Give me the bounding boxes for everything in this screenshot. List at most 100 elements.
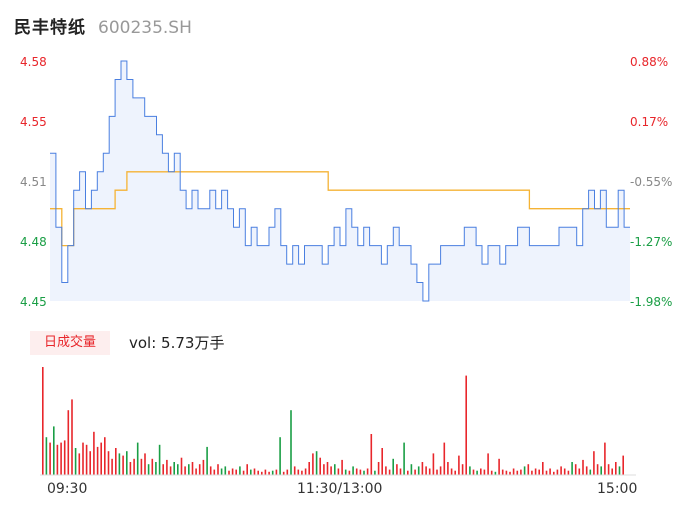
volume-bar bbox=[531, 470, 533, 475]
volume-bar bbox=[458, 455, 460, 475]
price-tick-2: 4.51 bbox=[20, 175, 47, 189]
volume-bar bbox=[42, 367, 44, 475]
volume-bar bbox=[417, 466, 420, 475]
volume-bar bbox=[82, 442, 84, 475]
volume-bar bbox=[611, 468, 613, 475]
volume-bar bbox=[450, 468, 453, 475]
volume-bar bbox=[545, 470, 548, 475]
volume-bar bbox=[180, 457, 183, 475]
volume-bar bbox=[589, 469, 592, 475]
volume-bar bbox=[188, 464, 190, 475]
percent-tick-0: 0.88% bbox=[630, 55, 669, 69]
volume-bar bbox=[622, 455, 624, 475]
volume-bar bbox=[615, 462, 617, 475]
volume-bar bbox=[235, 469, 237, 475]
volume-bar bbox=[352, 466, 354, 475]
volume-bar bbox=[574, 464, 577, 475]
volume-bar bbox=[472, 469, 475, 475]
volume-bar bbox=[494, 471, 497, 475]
volume-bar bbox=[239, 466, 241, 475]
volume-bar bbox=[147, 464, 150, 475]
volume-bar bbox=[538, 469, 540, 475]
volume-bar bbox=[319, 457, 321, 475]
volume-bar bbox=[396, 464, 398, 475]
stock-code: 600235.SH bbox=[98, 18, 192, 38]
volume-bar bbox=[304, 468, 307, 475]
percent-tick-1: 0.17% bbox=[630, 115, 669, 129]
volume-bar bbox=[297, 469, 300, 475]
volume-bar bbox=[246, 464, 248, 475]
volume-bar bbox=[151, 458, 154, 475]
volume-bar bbox=[483, 469, 486, 475]
volume-bar bbox=[578, 468, 581, 475]
volume-label: vol: 5.73万手 bbox=[129, 334, 225, 352]
volume-bar bbox=[224, 466, 227, 475]
volume-bar bbox=[447, 462, 449, 475]
volume-bar bbox=[461, 464, 464, 475]
volume-bar bbox=[308, 462, 310, 475]
volume-bar bbox=[133, 458, 135, 475]
volume-bar bbox=[282, 471, 285, 475]
volume-bar bbox=[498, 458, 500, 475]
volume-bar bbox=[323, 464, 325, 475]
volume-bar bbox=[534, 468, 537, 475]
volume-bar bbox=[355, 468, 358, 475]
volume-bar bbox=[334, 464, 336, 475]
volume-bar bbox=[542, 462, 544, 475]
volume-bar bbox=[480, 468, 482, 475]
price-tick-4: 4.45 bbox=[20, 295, 47, 309]
percent-tick-3: -1.27% bbox=[630, 235, 673, 249]
volume-bar bbox=[407, 470, 409, 475]
volume-bar bbox=[264, 469, 267, 475]
volume-bar bbox=[567, 470, 570, 475]
volume-bar bbox=[53, 426, 55, 475]
volume-bar bbox=[523, 466, 526, 475]
volume-bar bbox=[454, 470, 456, 475]
volume-bar bbox=[293, 466, 296, 475]
volume-bar bbox=[512, 468, 515, 475]
volume-bar bbox=[596, 464, 599, 475]
volume-bar bbox=[78, 453, 81, 475]
volume-bar bbox=[330, 466, 332, 475]
volume-bar bbox=[253, 468, 256, 475]
volume-bar bbox=[261, 471, 263, 475]
volume-bar bbox=[49, 442, 51, 475]
volume-bar bbox=[341, 459, 343, 475]
volume-badge[interactable]: 日成交量 bbox=[30, 331, 110, 355]
volume-bar bbox=[231, 468, 234, 475]
price-tick-1: 4.55 bbox=[20, 115, 47, 129]
volume-bar bbox=[618, 466, 621, 475]
volume-bar bbox=[370, 434, 373, 475]
time-tick-close: 15:00 bbox=[597, 481, 638, 497]
volume-bar bbox=[155, 462, 157, 475]
volume-bar bbox=[126, 451, 128, 475]
volume-bar bbox=[184, 466, 186, 475]
volume-bar bbox=[381, 448, 383, 475]
volume-bar bbox=[93, 431, 95, 475]
volume-bar bbox=[158, 444, 161, 475]
volume-bar bbox=[410, 464, 413, 475]
volume-bar bbox=[505, 470, 508, 475]
volume-bar bbox=[169, 466, 172, 475]
price-line bbox=[50, 60, 630, 302]
volume-bar bbox=[56, 444, 59, 475]
volume-bar bbox=[326, 462, 329, 475]
volume-bar bbox=[166, 459, 168, 475]
volume-bar bbox=[553, 471, 555, 475]
time-tick-midday: 11:30/13:00 bbox=[297, 481, 383, 497]
volume-bar bbox=[399, 468, 402, 475]
volume-bar bbox=[104, 437, 106, 475]
volume-bar bbox=[348, 470, 351, 475]
volume-bar bbox=[414, 469, 416, 475]
volume-bar bbox=[392, 458, 394, 475]
price-area bbox=[50, 61, 630, 301]
volume-bar bbox=[250, 469, 252, 475]
volume-bar bbox=[527, 464, 530, 475]
volume-bar bbox=[556, 469, 559, 475]
volume-bar bbox=[206, 446, 208, 475]
volume-bar bbox=[275, 469, 278, 475]
volume-bar bbox=[520, 469, 522, 475]
volume-bar bbox=[228, 470, 230, 475]
volume-bar bbox=[129, 462, 132, 475]
